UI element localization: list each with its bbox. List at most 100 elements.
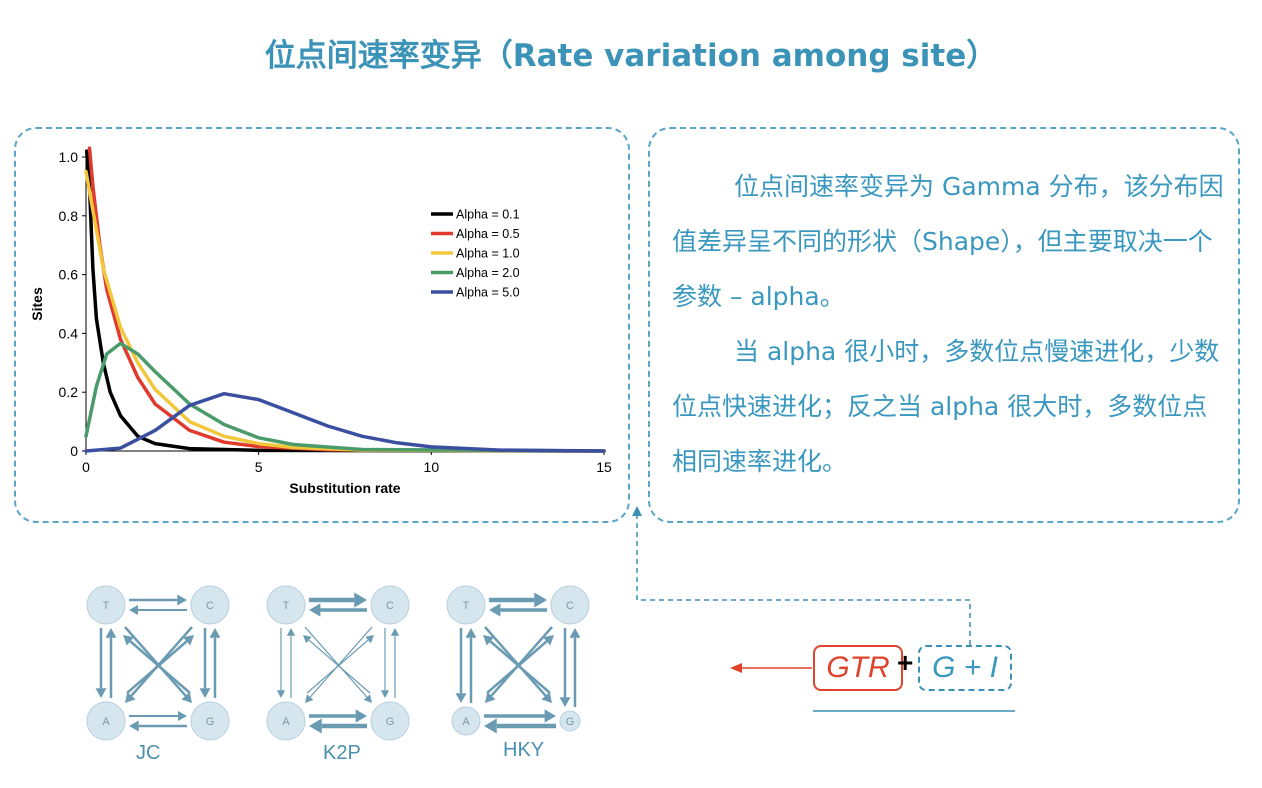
gc-arrow-head xyxy=(390,628,400,636)
plus-sign: + xyxy=(897,647,914,678)
series-line-0 xyxy=(84,149,606,453)
node-circle-c xyxy=(190,585,230,625)
ag-arrow-head xyxy=(178,711,187,721)
node-label-t: T xyxy=(463,600,470,612)
diag-4-head xyxy=(183,635,194,646)
diag-1-shaft xyxy=(304,626,368,698)
legend-label-3: Alpha = 2.0 xyxy=(456,266,520,280)
legend-label-1: Alpha = 0.5 xyxy=(456,227,520,241)
x-tick-label: 15 xyxy=(596,459,612,475)
node-circle-a xyxy=(86,701,126,741)
at-arrow-head xyxy=(286,628,296,636)
diag-2-head xyxy=(123,635,134,646)
model-label-hky: HKY xyxy=(503,739,545,761)
gamma-invariant-label: G + I xyxy=(918,645,1012,691)
tc-arrow-head xyxy=(177,594,187,606)
ta-arrow-head xyxy=(276,690,286,698)
gc-arrow-head xyxy=(209,628,221,638)
cg-arrow-head xyxy=(559,697,571,707)
node-label-a: A xyxy=(102,716,110,728)
series-line-2 xyxy=(84,169,606,453)
diag-3-shaft xyxy=(309,626,373,698)
node-circle-g xyxy=(370,701,410,741)
ga-arrow-head xyxy=(309,718,322,734)
diag-3-head xyxy=(305,694,314,703)
model-label-k2p: K2P xyxy=(323,742,361,764)
diag-2-head xyxy=(483,635,494,646)
model-diagram-2: T C A G xyxy=(446,585,590,736)
node-label-c: C xyxy=(386,600,394,612)
y-tick-label: 0.6 xyxy=(59,267,79,283)
series-line-4 xyxy=(84,391,606,453)
node-circle-c xyxy=(370,585,410,625)
description-text-2: 当 alpha 很小时，多数位点慢速进化，少数位点快速进化；反之当 alpha … xyxy=(672,337,1220,476)
dashed-connector xyxy=(636,512,971,645)
chart-panel: 0 0.2 0.4 0.6 0.8 1.0 0 5 10 15 Substitution rate S… xyxy=(14,127,630,523)
node-label-t: T xyxy=(283,600,290,612)
node-label-c: C xyxy=(206,600,214,612)
description-text-1: 位点间速率变异为 Gamma 分布，该分布因值差异呈不同的形状（Shape），但… xyxy=(672,172,1224,311)
series-line-1 xyxy=(87,146,606,453)
ag-arrow-head xyxy=(355,709,367,723)
diag-3-head xyxy=(125,692,136,703)
gamma-distribution-chart: 0 0.2 0.4 0.6 0.8 1.0 0 5 10 15 Substitution rate S… xyxy=(29,146,612,496)
y-tick-label: 0.4 xyxy=(59,325,79,341)
y-tick-label: 0.2 xyxy=(59,384,79,400)
cg-arrow-head xyxy=(380,690,390,698)
cg-arrow-head xyxy=(199,688,211,698)
node-label-g: G xyxy=(206,716,215,728)
x-tick-label: 5 xyxy=(255,459,263,475)
ta-arrow-head xyxy=(455,693,467,703)
ct-arrow-head xyxy=(309,603,321,617)
node-circle-g xyxy=(559,710,581,732)
substitution-models-diagram: T C A G T C A G T C A G xyxy=(86,585,590,741)
ag-arrow-head xyxy=(544,709,556,723)
ga-arrow-head xyxy=(129,720,139,732)
diag-2-shaft xyxy=(489,640,551,694)
diag-4-shaft xyxy=(486,640,548,694)
diag-1-head xyxy=(181,692,192,703)
gtr-label: GTR xyxy=(813,645,903,691)
diag-4-head xyxy=(543,635,554,646)
at-arrow-head xyxy=(465,628,477,638)
diag-4-shaft xyxy=(126,640,188,694)
legend-label-2: Alpha = 1.0 xyxy=(456,247,520,261)
description-paragraph-2: 当 alpha 很小时，多数位点慢速进化，少数位点快速进化；反之当 alpha … xyxy=(672,324,1232,489)
node-label-a: A xyxy=(462,716,470,728)
red-arrowhead xyxy=(730,663,742,673)
ct-arrow-head xyxy=(129,605,138,615)
page-title: 位点间速率变异（Rate variation among site） xyxy=(264,38,998,74)
description-paragraph-1: 位点间速率变异为 Gamma 分布，该分布因值差异呈不同的形状（Shape），但… xyxy=(672,159,1232,324)
x-tick-label: 0 xyxy=(82,459,90,475)
y-tick-label: 0.8 xyxy=(59,208,79,224)
node-label-a: A xyxy=(282,716,290,728)
node-label-g: G xyxy=(386,716,395,728)
node-circle-c xyxy=(550,585,590,625)
legend-label-4: Alpha = 5.0 xyxy=(456,286,520,300)
node-label-c: C xyxy=(566,600,574,612)
model-diagram-1: T C A G xyxy=(266,585,410,741)
node-circle-t xyxy=(446,585,486,625)
node-circle-t xyxy=(266,585,306,625)
x-tick-label: 10 xyxy=(424,459,440,475)
node-circle-g xyxy=(190,701,230,741)
node-label-g: G xyxy=(566,716,575,728)
tc-arrow-head xyxy=(534,592,547,608)
y-tick-label: 1.0 xyxy=(59,149,79,165)
diag-2-shaft xyxy=(129,640,191,694)
model-diagram-0: T C A G xyxy=(86,585,230,741)
diag-2-head xyxy=(303,635,312,644)
ct-arrow-head xyxy=(489,603,501,617)
model-label-jc: JC xyxy=(136,742,161,764)
diag-4-shaft xyxy=(306,639,369,694)
connector-arrowhead xyxy=(632,506,642,516)
series-line-3 xyxy=(84,341,606,453)
y-axis-label: Sites xyxy=(29,287,45,321)
diag-1-head xyxy=(541,692,552,703)
diag-1-head xyxy=(363,694,372,703)
tc-arrow-head xyxy=(354,592,367,608)
node-label-t: T xyxy=(103,600,110,612)
diag-4-head xyxy=(365,635,374,644)
gc-arrow-head xyxy=(569,628,581,638)
x-axis-label: Substitution rate xyxy=(289,480,400,496)
